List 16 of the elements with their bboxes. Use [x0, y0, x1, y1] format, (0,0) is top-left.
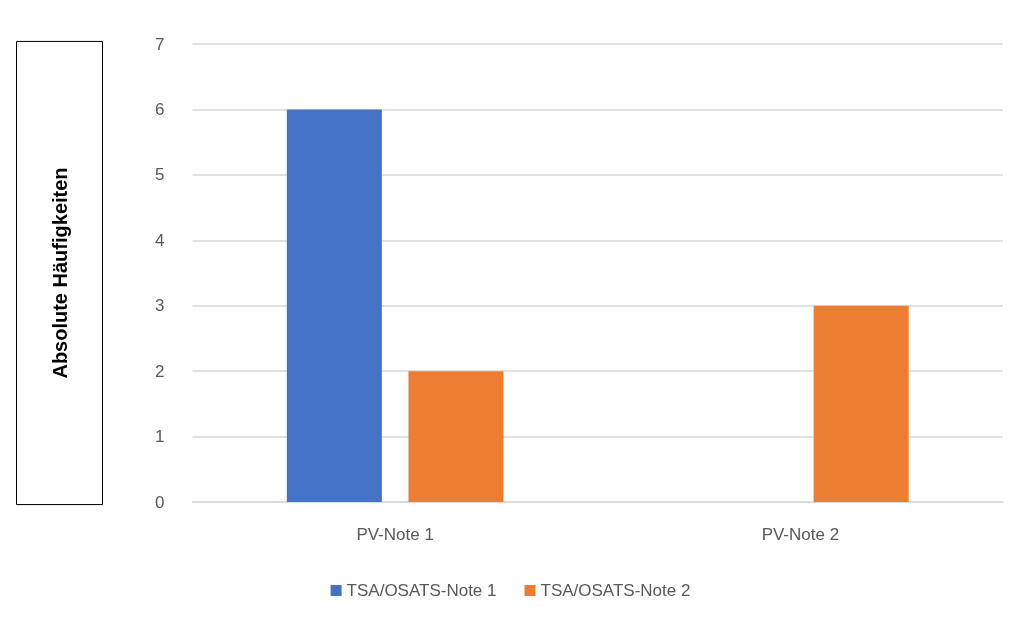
y-tick-label: 3	[155, 296, 165, 316]
y-tick-label: 0	[155, 492, 165, 512]
bar	[813, 305, 909, 502]
y-tick-label: 5	[155, 165, 165, 185]
bar	[286, 109, 382, 502]
y-tick-label: 2	[155, 361, 165, 381]
x-tick-label: PV-Note 1	[356, 525, 434, 544]
legend-label: TSA/OSATS-Note 1	[346, 581, 497, 600]
y-axis-title: Absolute Häufigkeiten	[48, 167, 71, 379]
x-tick-label: PV-Note 2	[761, 525, 840, 544]
y-tick-label: 6	[155, 99, 165, 119]
legend-label: TSA/OSATS-Note 2	[540, 581, 691, 600]
y-tick-label: 4	[155, 230, 165, 250]
y-tick-label: 7	[155, 34, 165, 54]
bar	[408, 371, 504, 502]
y-tick-label: 1	[155, 427, 165, 447]
